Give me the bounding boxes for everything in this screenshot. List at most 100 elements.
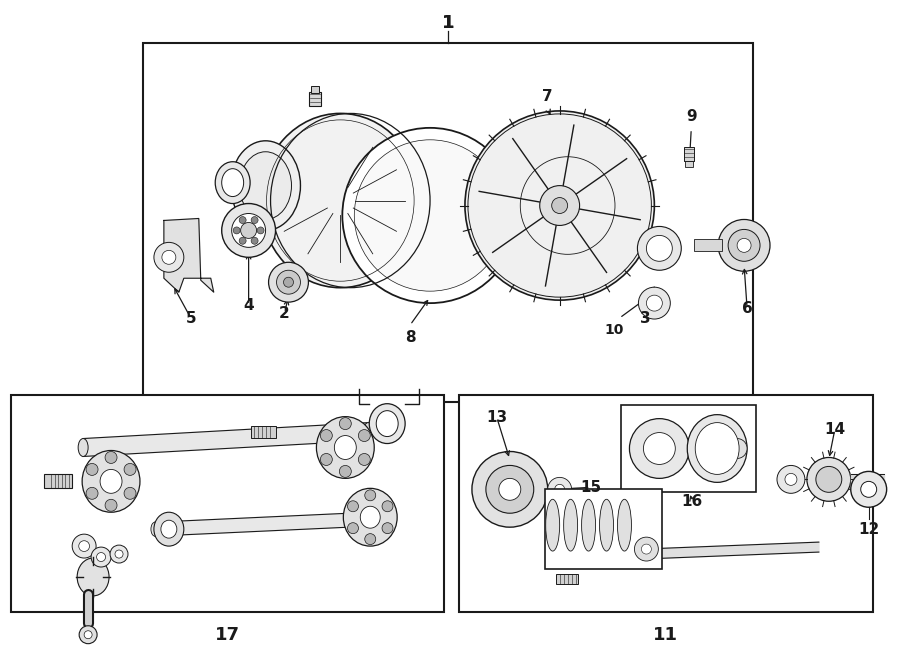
Text: 9: 9 bbox=[686, 109, 697, 124]
Text: 17: 17 bbox=[215, 626, 240, 643]
Circle shape bbox=[364, 490, 375, 500]
Circle shape bbox=[382, 500, 393, 512]
Text: 15: 15 bbox=[580, 480, 601, 495]
Circle shape bbox=[347, 500, 358, 512]
Circle shape bbox=[79, 626, 97, 643]
Circle shape bbox=[221, 203, 275, 258]
Circle shape bbox=[472, 451, 548, 527]
Circle shape bbox=[86, 487, 98, 499]
Circle shape bbox=[646, 295, 662, 311]
Circle shape bbox=[850, 471, 886, 507]
Circle shape bbox=[239, 237, 246, 244]
Circle shape bbox=[737, 238, 751, 252]
Ellipse shape bbox=[563, 499, 578, 551]
Circle shape bbox=[233, 227, 240, 234]
Polygon shape bbox=[164, 218, 213, 292]
Circle shape bbox=[239, 216, 246, 224]
Circle shape bbox=[552, 197, 568, 214]
Circle shape bbox=[382, 523, 393, 534]
Circle shape bbox=[342, 128, 518, 303]
Text: 14: 14 bbox=[824, 422, 845, 437]
Circle shape bbox=[364, 534, 375, 545]
Circle shape bbox=[540, 185, 580, 226]
Circle shape bbox=[718, 220, 770, 271]
Ellipse shape bbox=[581, 499, 596, 551]
Circle shape bbox=[115, 550, 123, 558]
Ellipse shape bbox=[100, 469, 122, 493]
Circle shape bbox=[785, 473, 796, 485]
Circle shape bbox=[105, 451, 117, 463]
Ellipse shape bbox=[82, 451, 140, 512]
Ellipse shape bbox=[695, 422, 739, 475]
Text: 2: 2 bbox=[279, 306, 290, 320]
Bar bbox=[311, 86, 320, 93]
Ellipse shape bbox=[239, 152, 292, 220]
Ellipse shape bbox=[215, 162, 250, 203]
Text: 13: 13 bbox=[486, 410, 508, 425]
Bar bbox=[694, 240, 722, 252]
Ellipse shape bbox=[617, 499, 632, 551]
Circle shape bbox=[257, 227, 264, 234]
Text: 12: 12 bbox=[858, 522, 879, 537]
Circle shape bbox=[78, 541, 89, 551]
Ellipse shape bbox=[364, 422, 374, 440]
Circle shape bbox=[860, 481, 877, 497]
Ellipse shape bbox=[221, 169, 244, 197]
Circle shape bbox=[554, 485, 564, 495]
Ellipse shape bbox=[360, 506, 380, 528]
Text: 6: 6 bbox=[742, 301, 752, 316]
Ellipse shape bbox=[78, 438, 88, 457]
Circle shape bbox=[486, 465, 534, 513]
Circle shape bbox=[251, 237, 258, 244]
Ellipse shape bbox=[376, 410, 398, 436]
Ellipse shape bbox=[230, 141, 301, 230]
Ellipse shape bbox=[545, 499, 560, 551]
Ellipse shape bbox=[317, 416, 374, 479]
Bar bbox=[544, 489, 662, 569]
Polygon shape bbox=[568, 542, 819, 562]
Circle shape bbox=[777, 465, 805, 493]
Circle shape bbox=[320, 430, 332, 442]
Circle shape bbox=[268, 262, 309, 302]
Circle shape bbox=[638, 287, 670, 319]
Bar bbox=[685, 161, 693, 167]
Bar bbox=[143, 43, 753, 402]
Ellipse shape bbox=[261, 113, 420, 288]
Bar bbox=[459, 395, 873, 612]
Circle shape bbox=[72, 534, 96, 558]
Circle shape bbox=[124, 463, 136, 475]
Circle shape bbox=[807, 457, 850, 501]
Bar bbox=[12, 395, 444, 612]
Circle shape bbox=[727, 438, 747, 459]
Bar bbox=[310, 92, 321, 106]
Ellipse shape bbox=[151, 522, 159, 536]
Bar bbox=[684, 147, 694, 161]
Circle shape bbox=[320, 453, 332, 465]
Text: 1: 1 bbox=[442, 15, 454, 32]
Ellipse shape bbox=[77, 558, 109, 596]
Circle shape bbox=[86, 463, 98, 475]
Circle shape bbox=[276, 270, 301, 294]
Ellipse shape bbox=[154, 512, 184, 546]
Circle shape bbox=[347, 523, 358, 534]
Text: 3: 3 bbox=[640, 310, 651, 326]
Bar bbox=[622, 404, 756, 493]
Circle shape bbox=[284, 277, 293, 287]
Ellipse shape bbox=[599, 499, 614, 551]
Circle shape bbox=[162, 250, 176, 264]
Circle shape bbox=[358, 430, 370, 442]
Bar bbox=[250, 426, 275, 438]
Circle shape bbox=[637, 226, 681, 270]
Ellipse shape bbox=[335, 436, 356, 459]
Circle shape bbox=[84, 631, 92, 639]
Circle shape bbox=[548, 477, 572, 501]
Text: 10: 10 bbox=[605, 323, 625, 337]
Circle shape bbox=[728, 230, 760, 261]
Ellipse shape bbox=[343, 489, 397, 546]
Text: 5: 5 bbox=[185, 310, 196, 326]
Circle shape bbox=[231, 214, 266, 248]
Polygon shape bbox=[850, 475, 884, 485]
Circle shape bbox=[251, 216, 258, 224]
Text: 7: 7 bbox=[543, 89, 553, 105]
Text: 11: 11 bbox=[652, 626, 678, 643]
